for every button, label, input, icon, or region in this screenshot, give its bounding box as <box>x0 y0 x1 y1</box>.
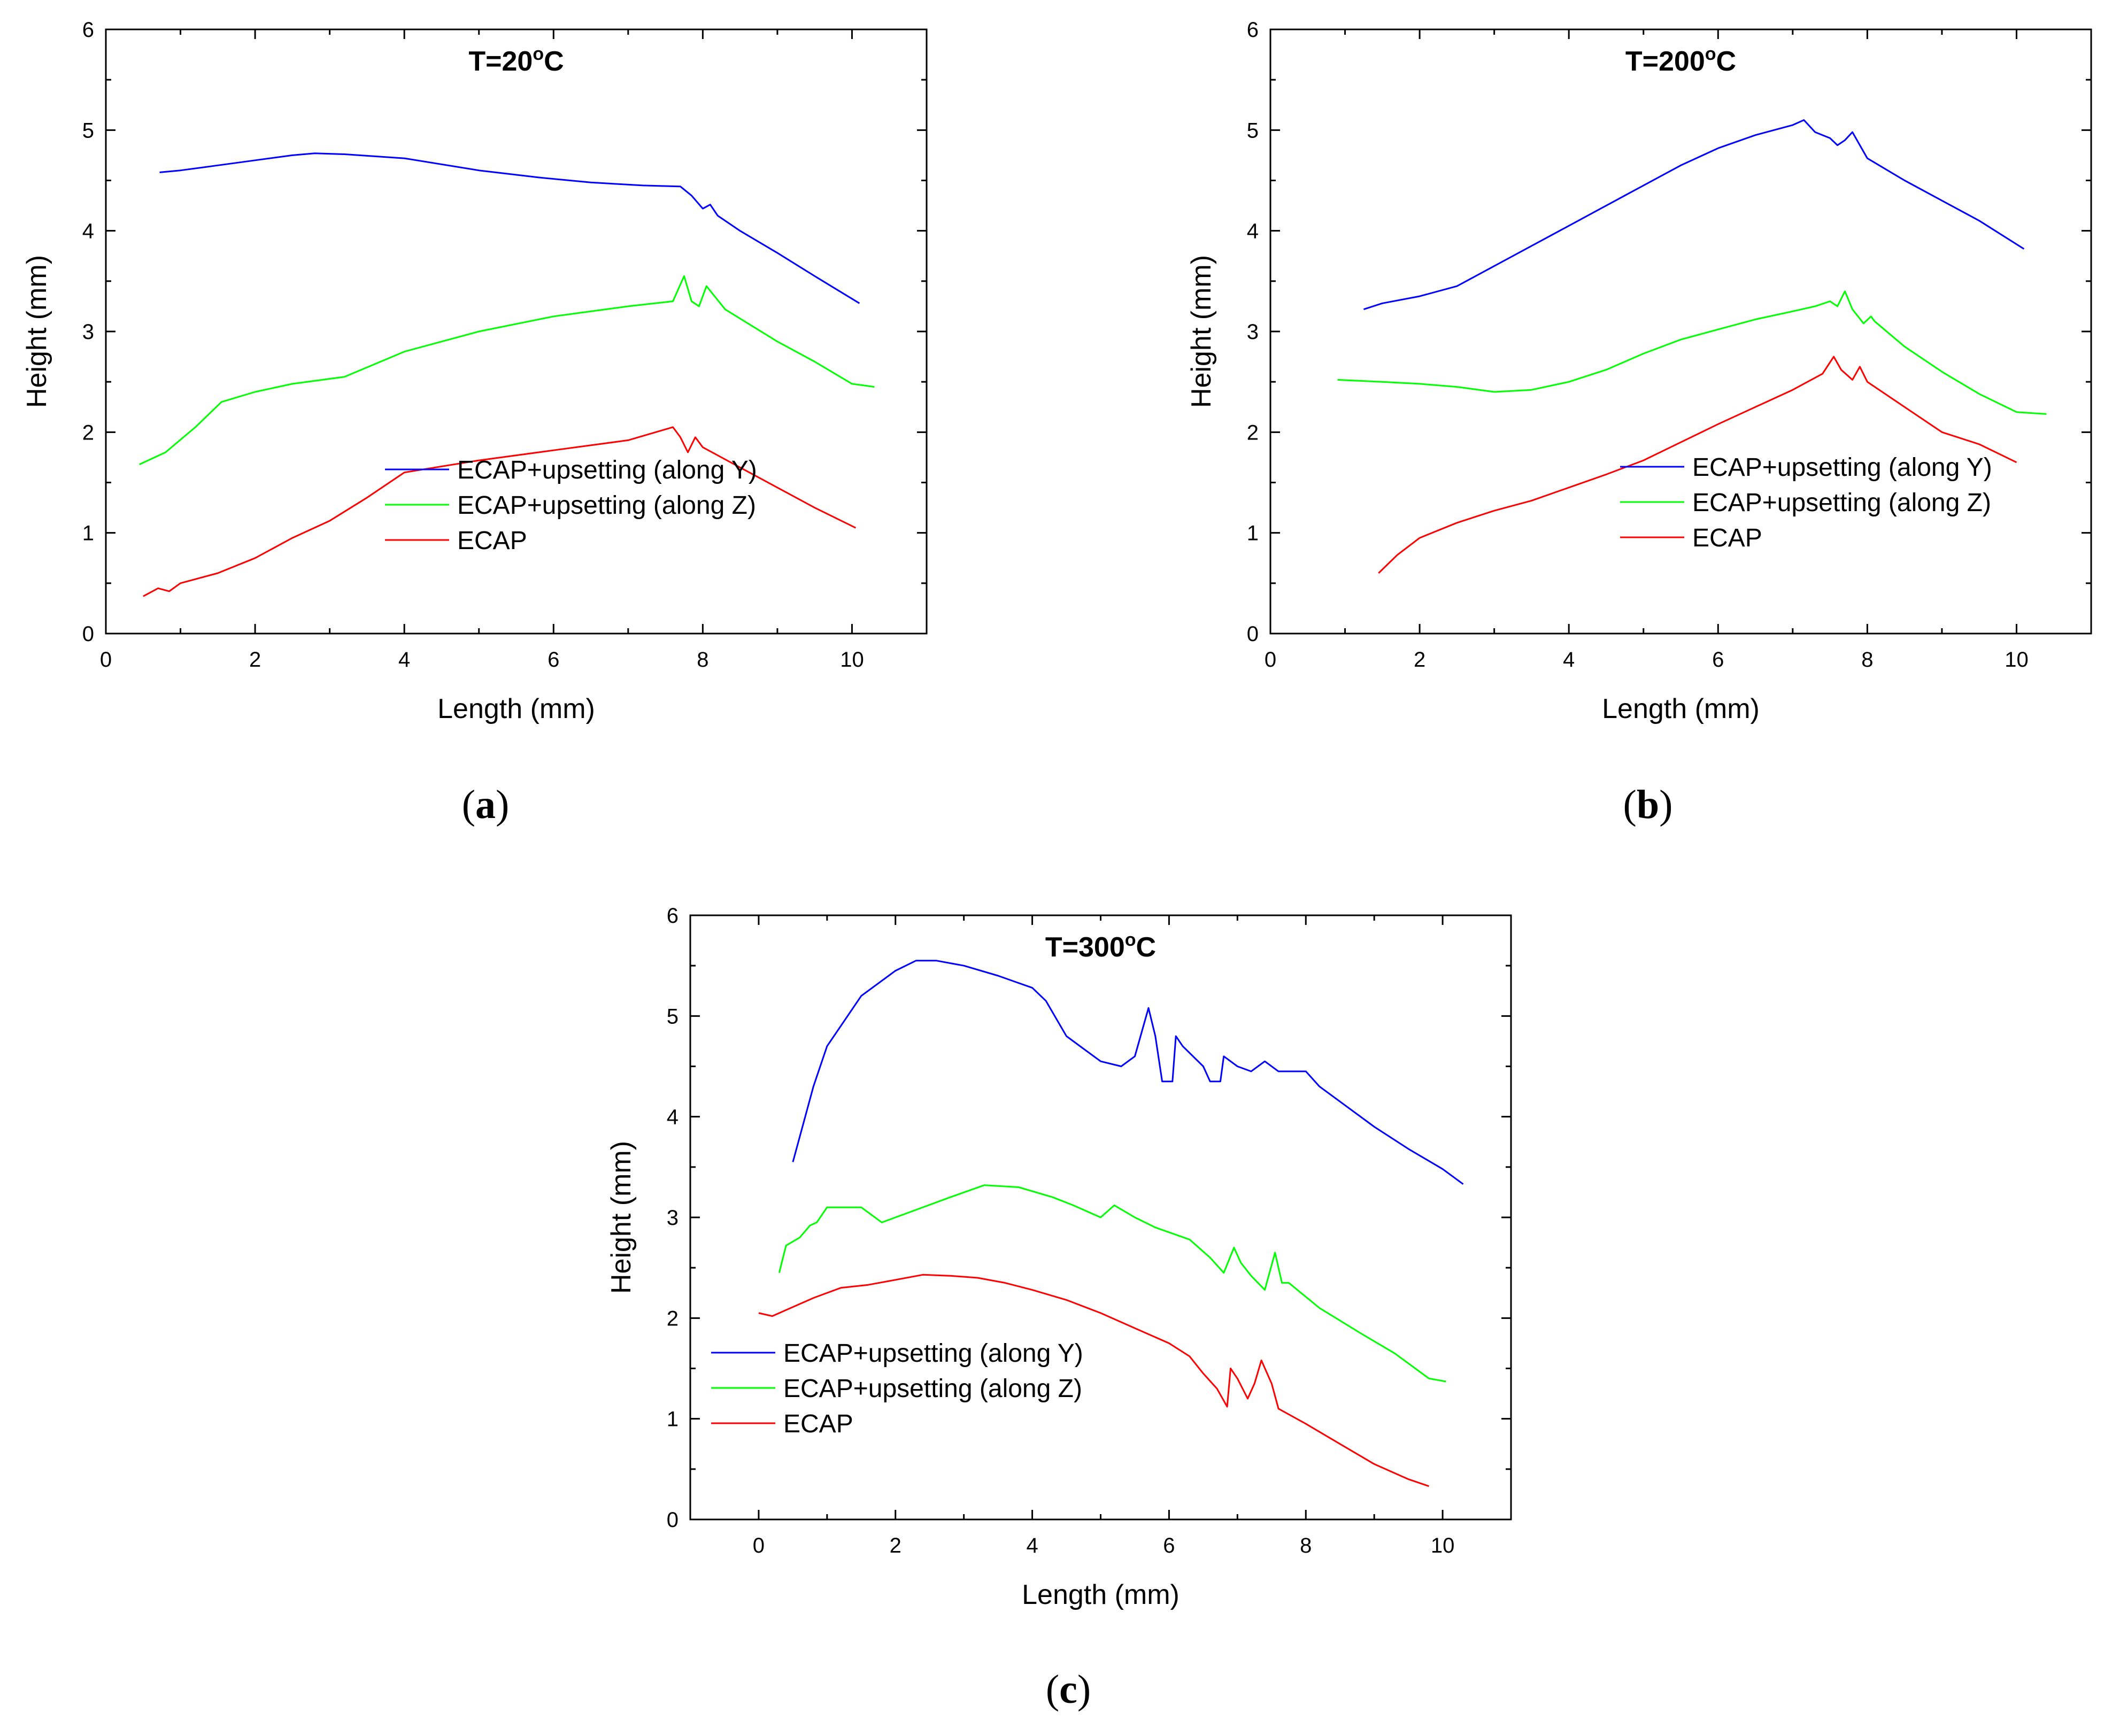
y-tick-label: 0 <box>1247 622 1259 646</box>
y-tick-label: 4 <box>1247 220 1259 243</box>
chart-title-degree: o <box>1125 930 1136 950</box>
x-tick-label: 0 <box>1265 648 1276 672</box>
caption-close: ) <box>1077 1667 1091 1712</box>
series-line-3 <box>758 1274 1429 1487</box>
x-axis-title: Length (mm) <box>1602 693 1760 724</box>
chart-title: T=300oC <box>1045 930 1156 963</box>
x-tick-label: 8 <box>697 648 708 672</box>
caption-open: ( <box>1623 782 1637 827</box>
y-tick-label: 5 <box>82 119 94 142</box>
x-tick-label: 4 <box>398 648 410 672</box>
chart-title-unit: C <box>1136 932 1157 963</box>
legend-label-3: ECAP <box>1692 524 1762 552</box>
x-tick-label: 6 <box>548 648 559 672</box>
caption-letter: c <box>1059 1667 1077 1712</box>
figure-caption: (c) <box>1046 1667 1091 1712</box>
chart-title-main: T=200 <box>1625 46 1705 77</box>
legend-label-2: ECAP+upsetting (along Z) <box>457 491 756 520</box>
legend-label-3: ECAP <box>783 1410 853 1438</box>
x-tick-label: 10 <box>2005 648 2029 672</box>
figure-caption: (b) <box>1623 782 1673 827</box>
series-line-1 <box>159 152 860 304</box>
chart-title: T=200oC <box>1625 44 1736 77</box>
legend-label-1: ECAP+upsetting (along Y) <box>783 1339 1083 1368</box>
chart-a: 0 1 2 3 4 5 6 0 2 4 6 8 10 Length (mm) Height (mm) T=20… <box>21 18 928 827</box>
series-line-2 <box>139 275 875 465</box>
y-tick-label: 1 <box>82 522 94 545</box>
caption-open: ( <box>462 782 475 827</box>
x-tick-label: 6 <box>1163 1534 1175 1557</box>
x-tick-label: 10 <box>1431 1534 1455 1557</box>
x-tick-label: 8 <box>1300 1534 1312 1557</box>
chart-title-unit: C <box>544 46 564 77</box>
y-tick-label: 4 <box>667 1106 679 1129</box>
y-tick-label: 6 <box>82 18 94 42</box>
y-axis-title: Height (mm) <box>1186 255 1217 408</box>
plot-frame <box>1269 28 2092 635</box>
x-tick-label: 2 <box>249 648 261 672</box>
series-line-3 <box>143 426 857 597</box>
y-tick-label: 3 <box>667 1206 679 1230</box>
x-tick-label: 6 <box>1712 648 1724 672</box>
y-tick-label: 0 <box>667 1508 679 1532</box>
x-tick-label: 0 <box>753 1534 765 1557</box>
legend-label-2: ECAP+upsetting (along Z) <box>1692 489 1991 517</box>
y-axis-title: Height (mm) <box>606 1141 637 1294</box>
legend-label-1: ECAP+upsetting (along Y) <box>1692 453 1992 482</box>
chart-title-degree: o <box>533 44 544 64</box>
x-tick-label: 8 <box>1861 648 1873 672</box>
y-tick-label: 2 <box>667 1307 679 1330</box>
x-axis-title: Length (mm) <box>437 693 595 724</box>
x-tick-label: 0 <box>100 648 112 672</box>
caption-open: ( <box>1046 1667 1059 1712</box>
y-tick-label: 2 <box>1247 421 1259 444</box>
figure-caption: (a) <box>462 782 510 827</box>
legend-label-3: ECAP <box>457 527 527 555</box>
chart-title-degree: o <box>1705 44 1716 64</box>
y-tick-label: 5 <box>667 1005 679 1028</box>
series-line-3 <box>1378 356 2017 574</box>
series-line-1 <box>792 960 1464 1185</box>
series-line-1 <box>1363 119 2025 311</box>
x-tick-label: 4 <box>1026 1534 1038 1557</box>
chart-b: 0 1 2 3 4 5 6 0 2 4 6 8 10 Length (mm) Height (mm) T=20… <box>1186 18 2092 827</box>
caption-letter: b <box>1637 782 1659 827</box>
y-tick-label: 6 <box>1247 18 1259 42</box>
x-tick-label: 2 <box>890 1534 901 1557</box>
y-tick-label: 4 <box>82 220 94 243</box>
chart-title-unit: C <box>1716 46 1737 77</box>
chart-title-main: T=300 <box>1045 932 1125 963</box>
chart-title-main: T=20 <box>468 46 533 77</box>
x-axis-title: Length (mm) <box>1022 1579 1180 1610</box>
caption-close: ) <box>1659 782 1672 827</box>
y-tick-label: 5 <box>1247 119 1259 142</box>
y-tick-label: 0 <box>82 622 94 646</box>
chart-c: 0 1 2 3 4 5 6 0 2 4 6 8 10 Length (mm) Height (mm) T=30… <box>606 904 1512 1712</box>
legend: ECAP+upsetting (along Y) ECAP+upsetting (… <box>385 456 757 555</box>
x-tick-label: 4 <box>1563 648 1575 672</box>
legend: ECAP+upsetting (along Y) ECAP+upsetting (… <box>1620 453 1992 552</box>
y-tick-label: 3 <box>82 320 94 344</box>
x-tick-label: 2 <box>1414 648 1425 672</box>
x-tick-label: 10 <box>840 648 864 672</box>
series-line-2 <box>778 1184 1446 1383</box>
y-axis-title: Height (mm) <box>21 255 52 408</box>
y-tick-label: 6 <box>667 904 679 928</box>
caption-letter: a <box>475 782 496 827</box>
y-tick-label: 3 <box>1247 320 1259 344</box>
legend-label-2: ECAP+upsetting (along Z) <box>783 1375 1082 1403</box>
legend-label-1: ECAP+upsetting (along Y) <box>457 456 757 484</box>
caption-close: ) <box>496 782 509 827</box>
legend: ECAP+upsetting (along Y) ECAP+upsetting (… <box>711 1339 1083 1438</box>
y-tick-label: 1 <box>667 1408 679 1431</box>
chart-title: T=20oC <box>468 44 564 77</box>
series-line-2 <box>1337 290 2047 415</box>
y-tick-label: 2 <box>82 421 94 444</box>
y-tick-label: 1 <box>1247 522 1259 545</box>
